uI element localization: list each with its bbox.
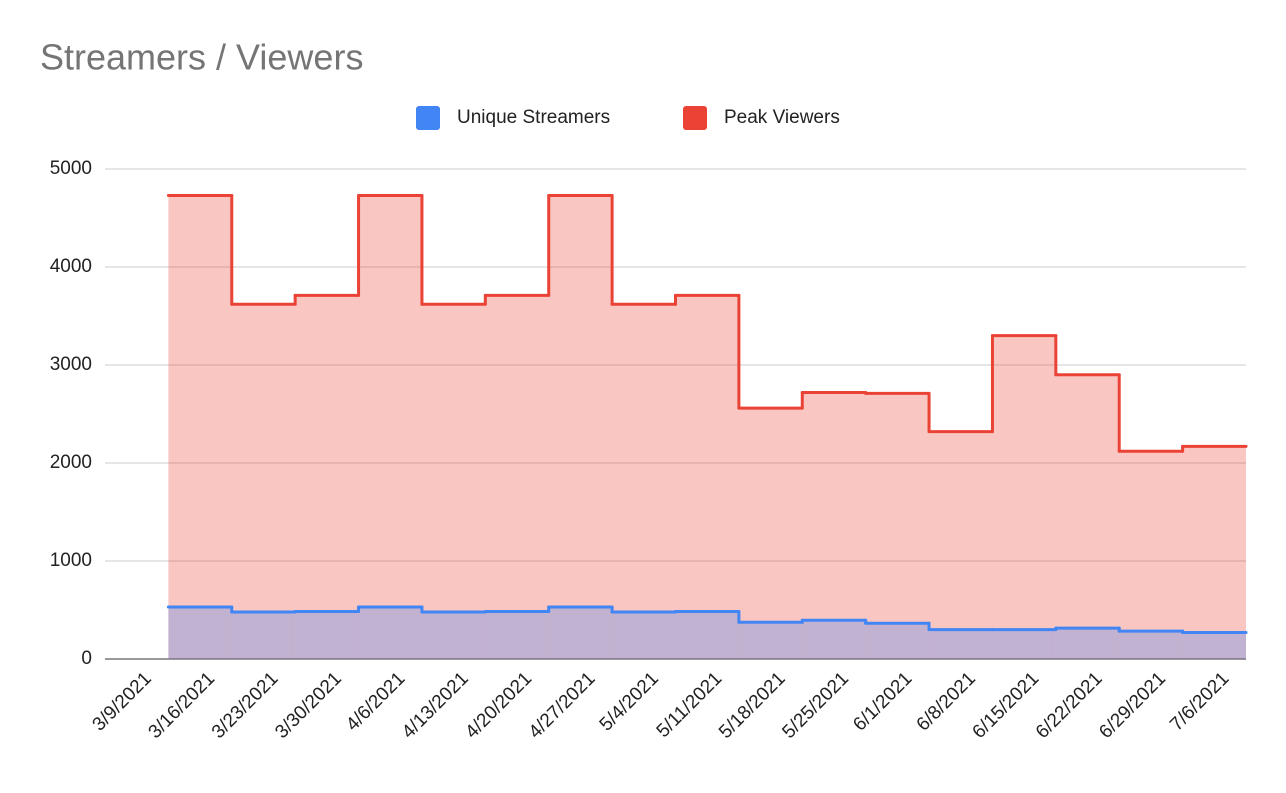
x-tick-label: 3/16/2021	[145, 668, 220, 743]
legend-swatch	[683, 106, 707, 130]
area-step	[1119, 451, 1183, 659]
legend: Unique Streamers Peak Viewers	[416, 106, 840, 130]
area-step	[1182, 632, 1246, 659]
x-tick-label: 3/30/2021	[271, 668, 346, 743]
y-tick-label: 3000	[50, 354, 92, 375]
area-step	[295, 611, 359, 659]
area-step	[929, 431, 993, 659]
area-step	[865, 393, 930, 659]
area-step	[358, 195, 422, 659]
y-tick-label: 2000	[50, 452, 92, 473]
area-step	[992, 629, 1056, 659]
legend-swatch	[416, 106, 440, 130]
area-step	[675, 295, 739, 659]
x-tick-label: 5/4/2021	[596, 668, 663, 735]
x-tick-label: 3/9/2021	[89, 668, 156, 735]
area-step	[485, 611, 549, 659]
x-tick-label: 3/23/2021	[208, 668, 283, 743]
area-step	[738, 622, 803, 659]
area-step	[548, 607, 613, 659]
area-step	[1119, 631, 1183, 659]
area-step	[802, 392, 866, 659]
y-tick-label: 1000	[50, 550, 92, 571]
x-tick-label: 6/15/2021	[969, 668, 1044, 743]
x-tick-label: 5/11/2021	[653, 668, 727, 742]
area-step	[612, 304, 676, 659]
x-tick-label: 7/6/2021	[1166, 668, 1233, 735]
x-tick-label: 5/18/2021	[715, 668, 790, 743]
area-step	[675, 611, 739, 659]
area-step	[421, 611, 486, 659]
area-step	[1055, 374, 1120, 659]
area-step	[612, 611, 676, 659]
y-tick-label: 5000	[50, 158, 92, 179]
x-tick-label: 4/6/2021	[342, 668, 409, 735]
y-tick-label: 0	[81, 648, 92, 669]
area-step	[865, 623, 930, 659]
lines	[166, 193, 1248, 635]
legend-label: Unique Streamers	[457, 107, 610, 128]
chart-title: Streamers / Viewers	[40, 37, 363, 78]
area-step	[548, 195, 613, 659]
x-tick-label: 6/22/2021	[1032, 668, 1107, 743]
areas	[168, 195, 1246, 659]
area-step	[1182, 446, 1246, 659]
area-step	[168, 607, 232, 659]
x-tick-label: 4/20/2021	[461, 668, 536, 743]
x-tick-label: 6/29/2021	[1095, 668, 1170, 743]
area-step	[485, 295, 549, 659]
area-step	[929, 629, 993, 659]
legend-label: Peak Viewers	[724, 107, 840, 128]
x-tick-label: 6/1/2021	[849, 668, 916, 735]
area-step	[1055, 628, 1120, 659]
x-tick-label: 4/27/2021	[525, 668, 600, 743]
area-step	[421, 304, 486, 659]
grid	[105, 168, 1246, 660]
x-tick-label: 6/8/2021	[913, 668, 980, 735]
area-step	[231, 611, 296, 659]
x-tick-label: 4/13/2021	[398, 668, 473, 743]
area-step	[168, 195, 232, 659]
area-step	[295, 295, 359, 659]
area-step	[802, 620, 866, 659]
area-step	[358, 607, 422, 659]
area-step	[992, 335, 1056, 659]
area-step	[738, 408, 803, 659]
area-step	[231, 304, 296, 659]
y-tick-label: 4000	[50, 256, 92, 277]
x-tick-label: 5/25/2021	[778, 668, 853, 743]
